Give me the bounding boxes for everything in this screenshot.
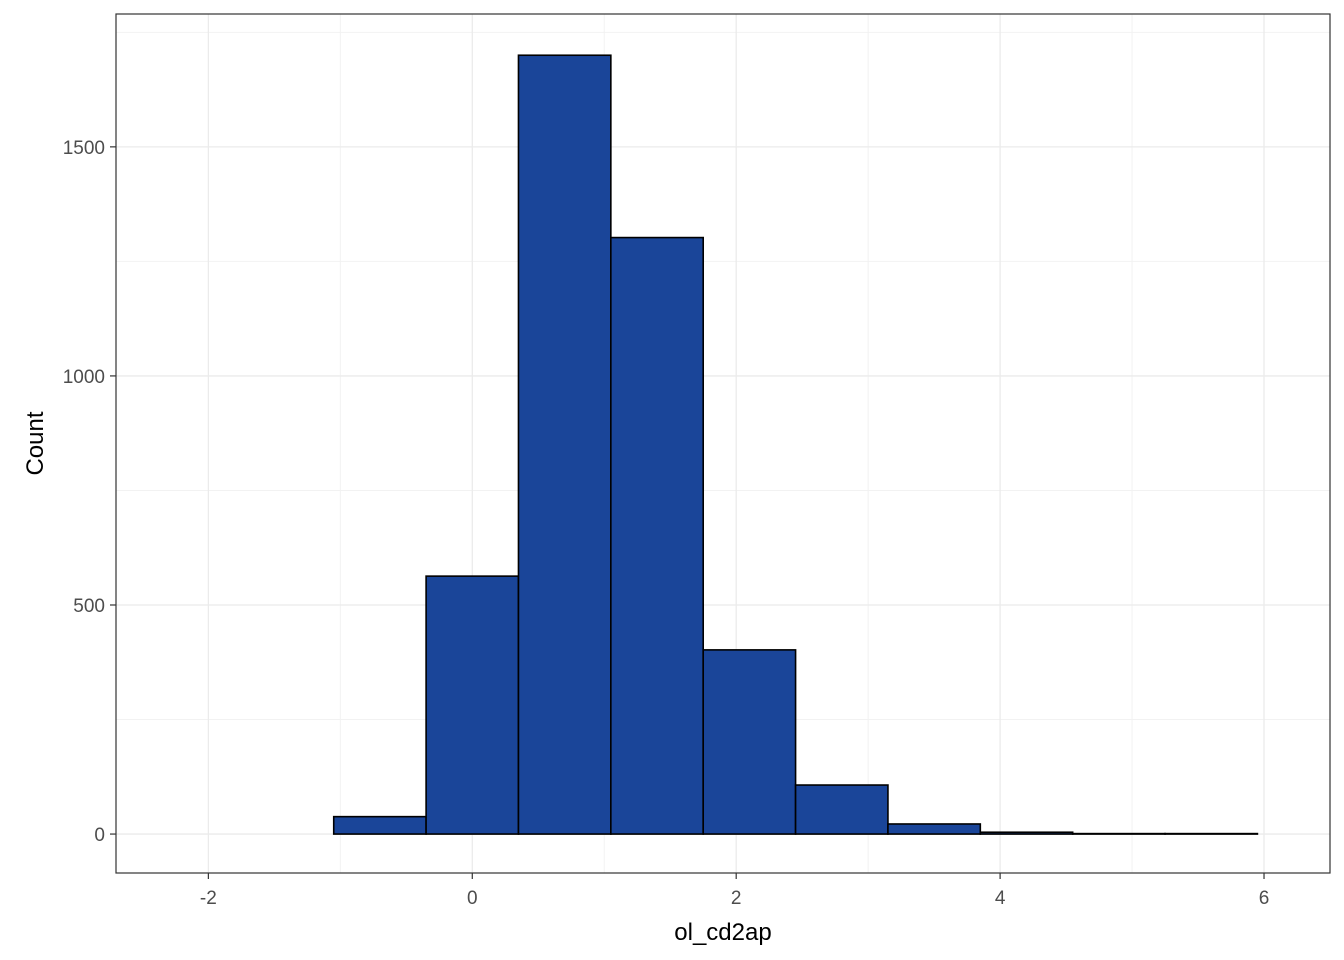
histogram-bar [517, 54, 612, 835]
histogram-bar [887, 823, 982, 835]
x-tick-label: 2 [731, 888, 742, 909]
y-tick-label: 0 [94, 825, 105, 846]
histogram-bar [332, 815, 427, 835]
x-tick-label: -2 [200, 888, 217, 909]
histogram-bar [979, 831, 1074, 835]
y-axis-title: Count [22, 411, 49, 475]
histogram-bar [702, 649, 797, 835]
histogram-bars [332, 54, 1259, 835]
x-tick-label: 4 [995, 888, 1006, 909]
x-tick-label: 0 [467, 888, 478, 909]
y-tick-label: 1000 [63, 367, 105, 388]
histogram-bar [610, 236, 705, 835]
panel-border [115, 13, 1331, 874]
x-tick-label: 6 [1259, 888, 1270, 909]
x-axis-ticks: -2 0 2 4 6 [200, 873, 1269, 909]
histogram-bar [425, 575, 520, 835]
x-axis-title: ol_cd2ap [674, 919, 771, 946]
y-tick-label: 1500 [63, 138, 105, 159]
y-tick-label: 500 [73, 596, 105, 617]
y-axis-ticks: 0 500 1000 1500 [63, 138, 116, 846]
histogram-bar [794, 784, 889, 835]
